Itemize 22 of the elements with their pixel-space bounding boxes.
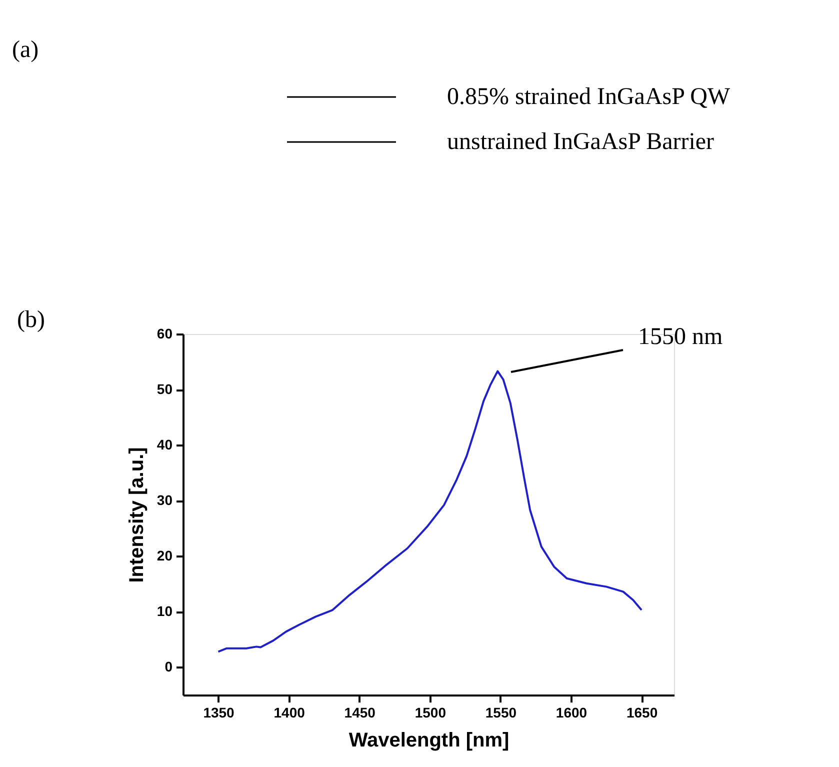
y-tick-label: 50 [156, 381, 173, 398]
y-tick-label: 30 [156, 492, 173, 508]
line-series [217, 370, 643, 653]
x-tick-label: 1650 [626, 704, 658, 720]
text: (b) [17, 307, 45, 333]
text: unstrained InGaAsP Barrier [447, 129, 714, 155]
x-tick-label: 1350 [203, 704, 235, 720]
y-axis-title: Intensity [a.u.] [126, 447, 148, 583]
x-tick-label: 1550 [485, 704, 517, 720]
x-axis-title: Wavelength [nm] [348, 730, 510, 752]
y-tick-label: 20 [156, 548, 173, 564]
text: 0.85% strained InGaAsP QW [447, 84, 730, 110]
text: (a) [12, 37, 39, 63]
x-tick-label: 1400 [274, 704, 306, 720]
x-tick-label: 1500 [414, 704, 446, 720]
y-tick-label: 40 [156, 436, 173, 453]
x-tick-label: 1450 [344, 704, 376, 720]
annotation: 1550 nm [638, 324, 723, 350]
x-tick-label: 1600 [556, 704, 588, 720]
y-tick-label: 60 [156, 326, 173, 342]
y-tick-label: 10 [156, 603, 173, 620]
y-tick-label: 0 [164, 658, 173, 675]
